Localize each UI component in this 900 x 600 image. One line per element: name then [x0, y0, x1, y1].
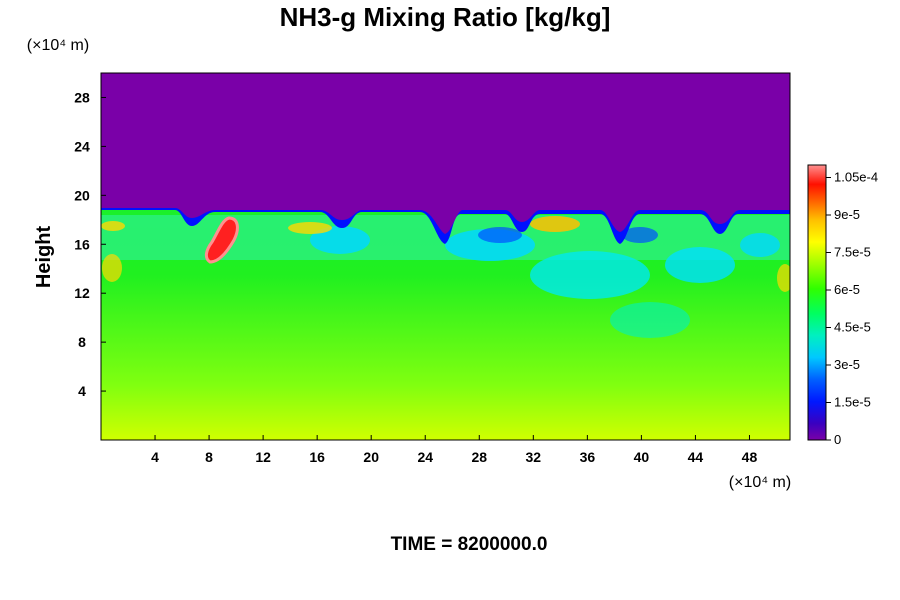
cyan-patch — [665, 247, 735, 283]
colorbar-labels: 0 1.5e-5 3e-5 4.5e-5 6e-5 7.5e-5 9e-5 1.05e-4 — [826, 170, 878, 447]
yellow-patch — [101, 221, 125, 231]
x-tick-label: 8 — [205, 449, 213, 465]
x-tick-label: 40 — [634, 449, 650, 465]
x-tick-label: 28 — [471, 449, 487, 465]
colorbar-tick-label: 7.5e-5 — [834, 245, 871, 260]
y-axis-unit: (×10⁴ m) — [27, 37, 89, 54]
colorbar-scale — [807, 164, 827, 441]
y-tick-label: 16 — [74, 236, 90, 252]
y-tick-label: 12 — [74, 285, 90, 301]
x-axis-unit: (×10⁴ m) — [729, 474, 791, 491]
colorbar-tick-label: 3e-5 — [834, 357, 860, 372]
x-axis-ticks: 4 8 12 16 20 24 28 32 36 40 44 48 — [151, 435, 757, 465]
yellow-patch — [777, 264, 790, 292]
cyan-patch — [610, 302, 690, 338]
red-plume — [204, 216, 239, 264]
x-tick-label: 32 — [526, 449, 542, 465]
x-tick-label: 20 — [363, 449, 379, 465]
x-tick-label: 4 — [151, 449, 159, 465]
colorbar-tick-label: 4.5e-5 — [834, 320, 871, 335]
blue-patch — [622, 227, 658, 243]
y-axis-ticks: 4 8 12 16 20 24 28 — [74, 89, 106, 399]
chart-title: NH3-g Mixing Ratio [kg/kg] — [280, 2, 611, 32]
x-tick-label: 12 — [255, 449, 271, 465]
yellow-patch — [530, 216, 580, 232]
y-tick-label: 20 — [74, 187, 90, 203]
y-tick-label: 8 — [78, 334, 86, 350]
x-tick-label: 44 — [688, 449, 704, 465]
x-tick-label: 48 — [742, 449, 758, 465]
colorbar-tick-label: 1.5e-5 — [834, 395, 871, 410]
y-tick-label: 28 — [74, 89, 90, 105]
colorbar-tick-label: 9e-5 — [834, 207, 860, 222]
y-tick-label: 24 — [74, 138, 90, 154]
no-ammonia-region — [101, 73, 790, 234]
yellow-patch — [102, 254, 122, 282]
cyan-patch — [740, 233, 780, 257]
plot-frame — [100, 72, 791, 441]
colorbar: 0 1.5e-5 3e-5 4.5e-5 6e-5 7.5e-5 9e-5 1.05e-4 — [807, 164, 878, 447]
colorbar-tick-label: 1.05e-4 — [834, 170, 878, 185]
y-tick-label: 4 — [78, 383, 86, 399]
blue-patch — [478, 227, 522, 243]
x-tick-label: 16 — [309, 449, 325, 465]
time-label: TIME = 8200000.0 — [391, 534, 548, 555]
y-axis-label: Height — [33, 226, 55, 289]
x-tick-label: 36 — [580, 449, 596, 465]
colorbar-tick-label: 0 — [834, 432, 841, 447]
yellow-patch — [288, 222, 332, 234]
plot-area — [101, 73, 790, 440]
colorbar-tick-label: 6e-5 — [834, 282, 860, 297]
cyan-patch — [310, 226, 370, 254]
x-tick-label: 24 — [417, 449, 433, 465]
cyan-patch — [530, 251, 650, 299]
